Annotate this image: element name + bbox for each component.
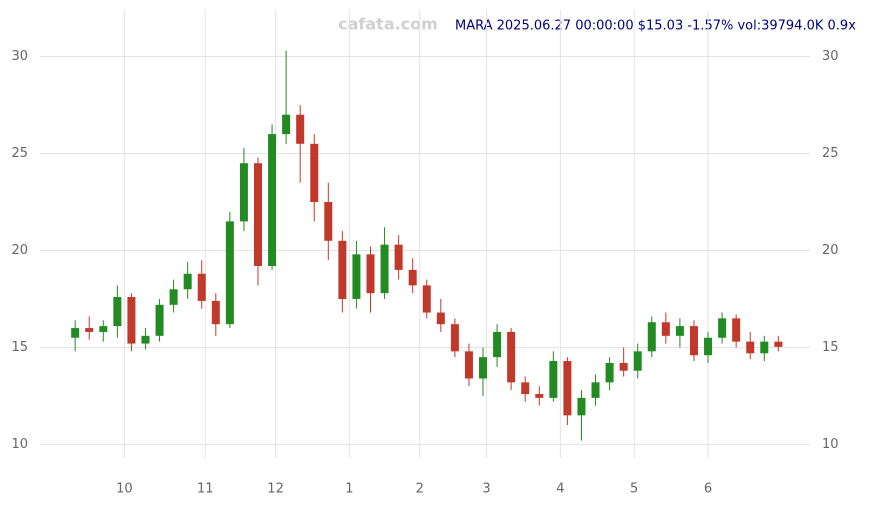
y-tick-label: 25	[11, 146, 28, 161]
candle-body	[591, 382, 600, 398]
candle-body	[774, 341, 783, 347]
candle-body	[661, 322, 670, 336]
candle-body	[633, 351, 642, 371]
y-tick-label-right: 10	[822, 437, 839, 452]
x-tick-label: 2	[416, 482, 424, 497]
candle-body	[113, 297, 122, 327]
candle-body	[380, 244, 389, 294]
candle-body	[310, 143, 319, 202]
y-tick-label-right: 25	[822, 146, 839, 161]
x-tick-label: 1	[345, 482, 353, 497]
candle-body	[450, 324, 459, 352]
candle-body	[689, 326, 698, 356]
candle-body	[197, 273, 206, 301]
candle-body	[479, 357, 488, 379]
watermark: cafata.com	[338, 15, 438, 34]
y-tick-label-right: 20	[822, 243, 839, 258]
y-tick-label: 15	[11, 340, 28, 355]
candle-body	[521, 382, 530, 394]
y-tick-label: 20	[11, 243, 28, 258]
candle-body	[296, 114, 305, 144]
candle-body	[549, 361, 558, 398]
candle-body	[71, 328, 80, 338]
candle-body	[183, 273, 192, 290]
candle-body	[619, 362, 628, 371]
candle-body	[436, 312, 445, 325]
candle-body	[647, 322, 656, 352]
candle-body	[253, 163, 262, 266]
candle-body	[394, 244, 403, 270]
y-tick-label-right: 30	[822, 49, 839, 64]
candle-body	[282, 114, 291, 135]
x-tick-label: 6	[704, 482, 712, 497]
candle-body	[718, 318, 727, 338]
candle-body	[85, 328, 94, 332]
candle-body	[211, 300, 220, 325]
y-tick-label: 30	[11, 49, 28, 64]
candle-body	[99, 326, 108, 332]
candle-body	[127, 297, 136, 344]
candle-body	[605, 362, 614, 383]
x-tick-label: 12	[267, 482, 284, 497]
candle-body	[422, 285, 431, 313]
x-tick-label: 10	[116, 482, 133, 497]
candle-body	[225, 221, 234, 325]
candle-body	[732, 318, 741, 342]
y-tick-label-right: 15	[822, 340, 839, 355]
candle-body	[493, 331, 502, 358]
x-tick-label: 11	[197, 482, 214, 497]
candle-body	[169, 289, 178, 305]
x-tick-label: 5	[630, 482, 638, 497]
candle-body	[760, 341, 769, 354]
candle-body	[577, 397, 586, 416]
candle-body	[507, 331, 516, 383]
candle-body	[239, 163, 248, 222]
candle-body	[464, 351, 473, 379]
candle-body	[155, 304, 164, 336]
candle-body	[535, 394, 544, 398]
candle-body	[563, 361, 572, 416]
candle-body	[268, 134, 277, 266]
candle-body	[324, 202, 333, 241]
chart-title: MARA 2025.06.27 00:00:00 $15.03 -1.57% v…	[455, 19, 856, 34]
candle-body	[338, 240, 347, 299]
candle-body	[366, 254, 375, 294]
x-tick-label: 4	[556, 482, 564, 497]
candle-body	[704, 337, 713, 356]
candle-body	[408, 269, 417, 286]
candle-body	[675, 326, 684, 336]
x-tick-label: 3	[482, 482, 490, 497]
candle-body	[352, 254, 361, 299]
candle-body	[141, 335, 150, 344]
candle-body	[746, 341, 755, 354]
y-tick-label: 10	[11, 437, 28, 452]
